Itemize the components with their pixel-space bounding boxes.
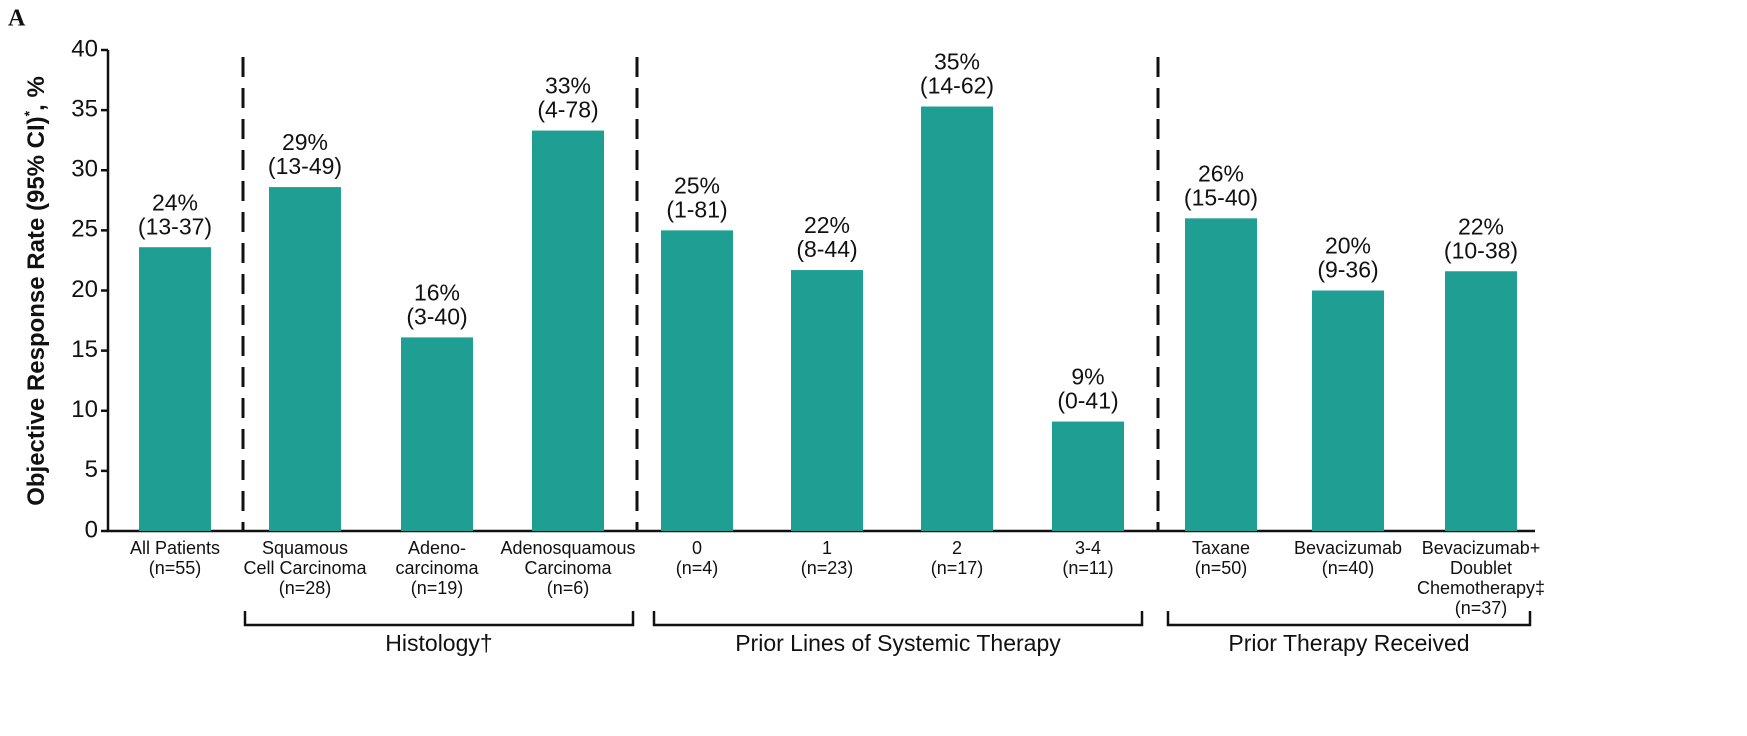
bar xyxy=(1185,218,1257,531)
group-bracket xyxy=(1166,611,1532,627)
y-tick-label: 20 xyxy=(71,276,98,303)
bar xyxy=(401,337,473,531)
bar xyxy=(661,230,733,531)
x-tick-label: 3-4 xyxy=(1075,538,1101,558)
x-tick-label: 0 xyxy=(692,538,702,558)
value-label: 22% xyxy=(1458,213,1504,239)
ci-label: (0-41) xyxy=(1057,388,1118,414)
value-label: 35% xyxy=(934,49,980,75)
x-tick-label: (n=17) xyxy=(931,558,984,578)
x-tick-label: Squamous xyxy=(262,538,348,558)
x-tick-label: Cell Carcinoma xyxy=(243,558,367,578)
y-tick-label: 10 xyxy=(71,396,98,423)
group-bracket xyxy=(652,611,1144,627)
value-label: 16% xyxy=(414,279,460,305)
y-tick-label: 30 xyxy=(71,156,98,183)
bar xyxy=(269,187,341,531)
bar xyxy=(921,106,993,531)
y-axis-title-sup: * xyxy=(21,110,37,116)
x-tick-label: Chemotherapy‡ xyxy=(1417,578,1545,598)
x-tick-label: Taxane xyxy=(1192,538,1250,558)
x-tick-label: Doublet xyxy=(1450,558,1512,578)
y-tick-label: 35 xyxy=(71,95,98,122)
ci-label: (13-37) xyxy=(138,213,212,239)
group-label: Prior Therapy Received xyxy=(1228,630,1469,656)
bar xyxy=(1052,421,1124,531)
y-tick-label: 15 xyxy=(71,336,98,363)
x-tick-label: (n=40) xyxy=(1322,558,1375,578)
x-tick-label: 1 xyxy=(822,538,832,558)
x-tick-label: (n=50) xyxy=(1195,558,1248,578)
ci-label: (13-49) xyxy=(268,153,342,179)
y-tick-label: 5 xyxy=(85,456,98,483)
y-axis-title-main: Objective Response Rate (95% CI) xyxy=(23,116,50,505)
x-tick-label: carcinoma xyxy=(395,558,479,578)
value-label: 20% xyxy=(1325,233,1371,259)
x-tick-label: (n=4) xyxy=(676,558,719,578)
ci-label: (15-40) xyxy=(1184,184,1258,210)
value-label: 29% xyxy=(282,129,328,155)
ci-label: (9-36) xyxy=(1317,257,1378,283)
y-tick-label: 40 xyxy=(71,35,98,62)
value-label: 22% xyxy=(804,212,850,238)
bar xyxy=(1445,271,1517,531)
bar xyxy=(139,247,211,531)
bar xyxy=(1312,290,1384,531)
x-tick-label: (n=55) xyxy=(149,558,202,578)
value-label: 9% xyxy=(1071,364,1104,390)
x-tick-label: (n=11) xyxy=(1062,558,1113,578)
group-label: Histology† xyxy=(385,630,492,656)
x-tick-label: (n=19) xyxy=(411,578,464,598)
x-tick-label: Carcinoma xyxy=(524,558,612,578)
x-tick-label: (n=28) xyxy=(279,578,332,598)
x-tick-label: All Patients xyxy=(130,538,220,558)
value-label: 25% xyxy=(674,172,720,198)
x-tick-label: (n=6) xyxy=(547,578,590,598)
y-axis-title-suffix: , % xyxy=(23,76,50,111)
y-tick-label: 0 xyxy=(85,516,98,543)
x-tick-label: Adenosquamous xyxy=(500,538,635,558)
x-tick-label: Bevacizumab xyxy=(1294,538,1402,558)
y-axis-title: Objective Response Rate (95% CI)*, % xyxy=(21,76,51,506)
x-tick-label: 2 xyxy=(952,538,962,558)
ci-label: (3-40) xyxy=(406,303,467,329)
value-label: 26% xyxy=(1198,160,1244,186)
ci-label: (10-38) xyxy=(1444,237,1518,263)
x-tick-label: Bevacizumab+ xyxy=(1422,538,1541,558)
value-label: 33% xyxy=(545,73,591,99)
x-tick-label: (n=37) xyxy=(1455,598,1508,618)
bar xyxy=(532,130,604,531)
group-bracket xyxy=(243,611,635,627)
panel-label: A xyxy=(8,6,26,32)
ci-label: (4-78) xyxy=(537,97,598,123)
ci-label: (14-62) xyxy=(920,73,994,99)
y-tick-label: 25 xyxy=(71,216,98,243)
ci-label: (1-81) xyxy=(666,196,727,222)
bar xyxy=(791,270,863,531)
dividers xyxy=(241,57,1160,531)
value-label: 24% xyxy=(152,189,198,215)
ci-label: (8-44) xyxy=(796,236,857,262)
x-tick-label: Adeno- xyxy=(408,538,466,558)
x-tick-label: (n=23) xyxy=(801,558,854,578)
group-label: Prior Lines of Systemic Therapy xyxy=(735,630,1061,656)
